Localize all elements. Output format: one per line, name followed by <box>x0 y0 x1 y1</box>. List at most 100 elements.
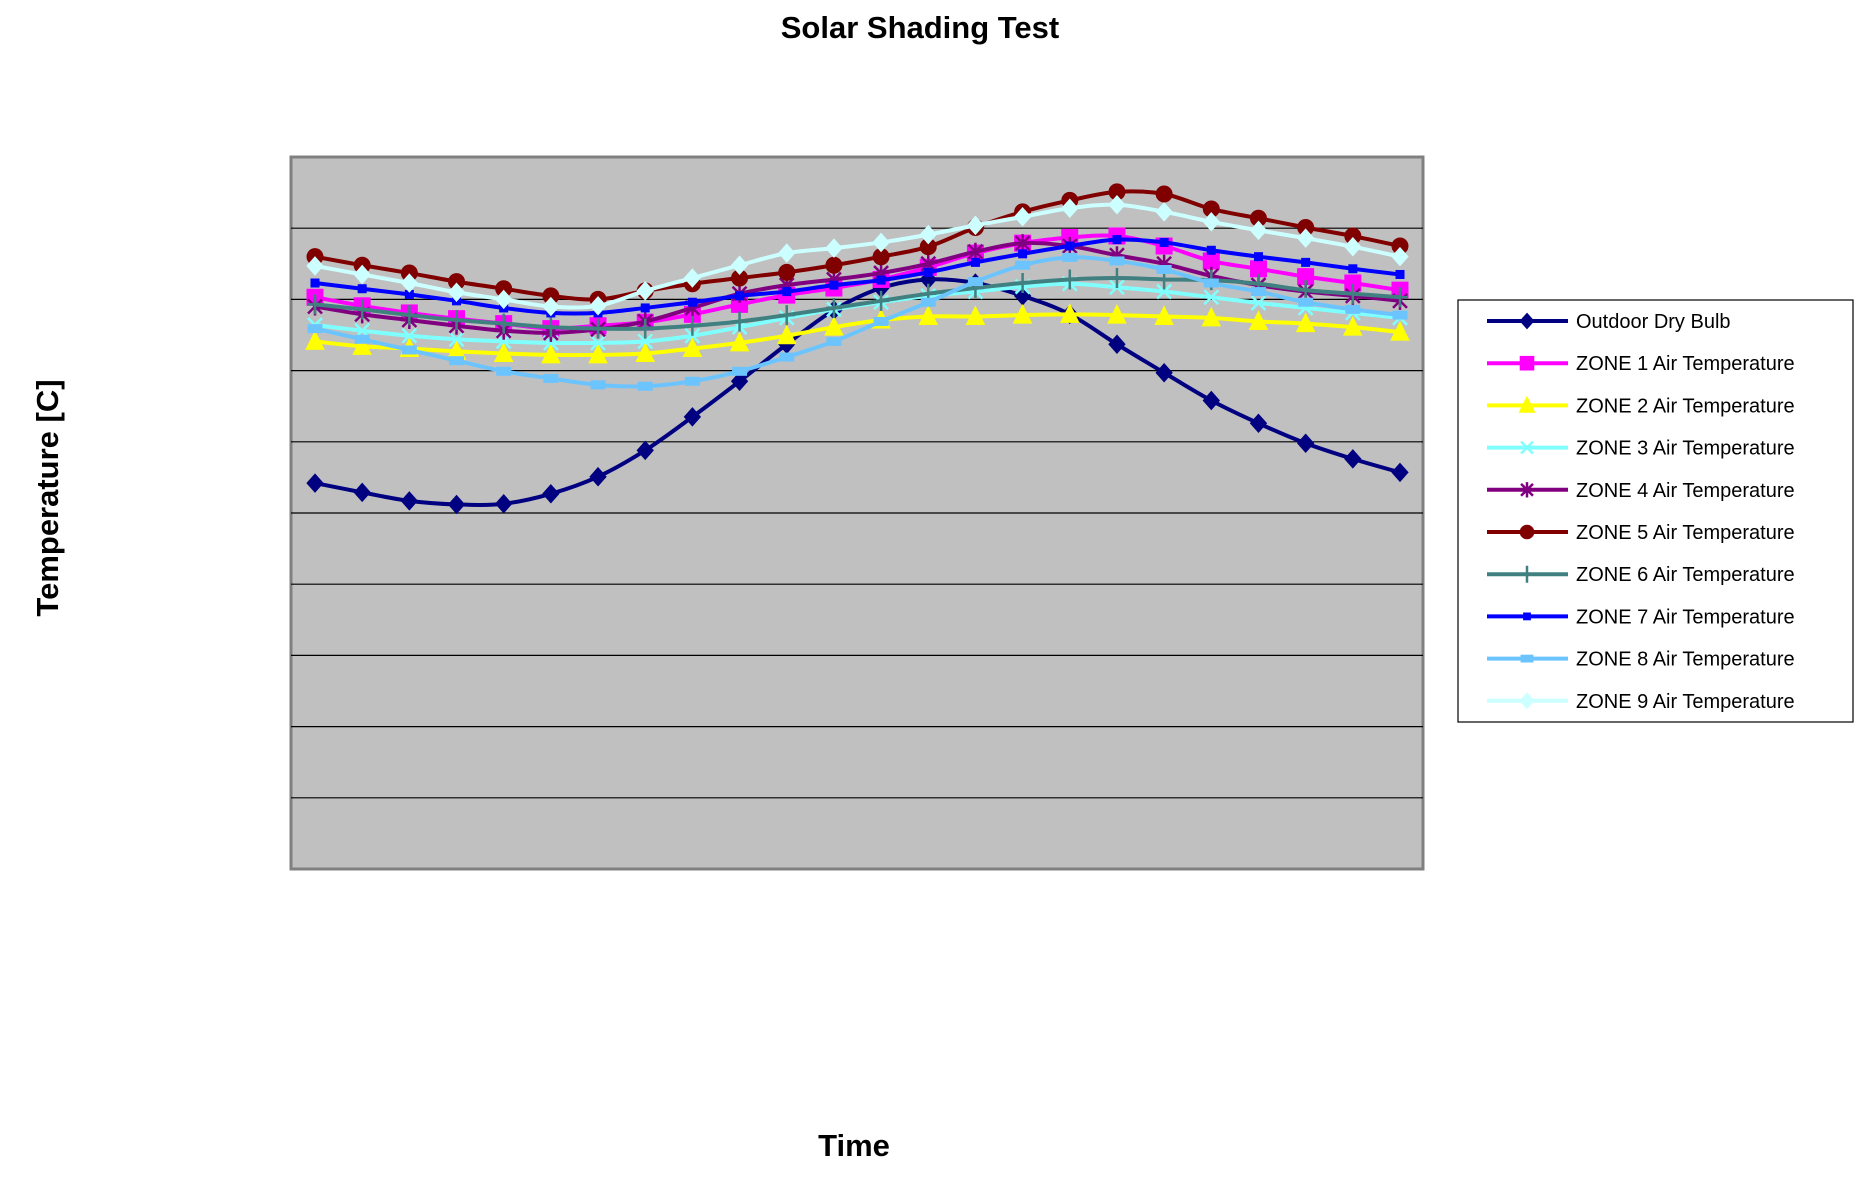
data-point <box>310 278 320 288</box>
data-point <box>1014 273 1031 294</box>
legend-label: ZONE 6 Air Temperature <box>1576 564 1795 586</box>
data-point <box>1156 283 1173 300</box>
data-point <box>307 324 323 334</box>
data-point <box>1391 462 1409 483</box>
data-point <box>1297 280 1314 301</box>
legend-item: ZONE 3 Air Temperature <box>1487 438 1795 460</box>
data-point <box>730 255 749 275</box>
data-point <box>448 310 465 331</box>
data-point <box>1250 287 1266 297</box>
legend-item: ZONE 6 Air Temperature <box>1487 564 1795 586</box>
data-point <box>687 297 697 307</box>
legend-label: Outdoor Dry Bulb <box>1576 311 1731 333</box>
data-point <box>1344 236 1362 257</box>
data-point <box>684 376 700 386</box>
data-point <box>876 275 886 285</box>
data-point <box>824 316 844 336</box>
data-point <box>829 280 839 290</box>
data-point <box>1295 312 1316 333</box>
data-point <box>1108 268 1125 289</box>
data-point <box>636 440 654 461</box>
data-point <box>1518 395 1536 413</box>
data-point <box>1348 264 1358 274</box>
data-point <box>1107 303 1127 324</box>
data-point <box>353 264 371 285</box>
data-point <box>1203 289 1220 306</box>
data-point <box>357 284 367 294</box>
data-point <box>731 311 748 332</box>
data-point <box>1154 305 1174 325</box>
legend-label: ZONE 4 Air Temperature <box>1576 480 1795 502</box>
data-point <box>448 331 465 348</box>
data-point <box>684 315 701 336</box>
data-point <box>1015 260 1031 270</box>
series-group <box>305 183 1410 515</box>
data-point <box>1112 235 1122 245</box>
data-point <box>306 473 324 493</box>
data-point <box>637 318 654 339</box>
data-point <box>449 356 465 366</box>
data-point <box>825 297 842 318</box>
data-point <box>873 316 889 326</box>
data-point <box>636 281 654 301</box>
data-point <box>1202 212 1220 232</box>
legend-item: ZONE 9 Air Temperature <box>1487 691 1795 713</box>
data-point <box>1248 310 1269 330</box>
data-point <box>735 291 745 301</box>
data-point <box>1253 252 1263 262</box>
data-point <box>1155 202 1173 222</box>
data-point <box>966 215 985 236</box>
data-point <box>353 482 371 503</box>
data-point <box>1249 413 1268 434</box>
gridlines <box>291 227 1423 799</box>
data-point <box>1345 304 1361 314</box>
series-8 <box>307 252 1408 391</box>
data-point <box>872 232 890 253</box>
data-point <box>447 494 466 515</box>
data-point <box>1202 252 1220 270</box>
data-point <box>1296 433 1315 453</box>
data-point <box>919 224 937 245</box>
x-axis-label: Time <box>818 1128 890 1163</box>
data-point <box>447 282 466 303</box>
data-point <box>1523 612 1531 621</box>
data-point <box>541 343 561 364</box>
data-point <box>1520 440 1534 455</box>
data-point <box>1201 306 1222 327</box>
legend-item: ZONE 2 Air Temperature <box>1487 395 1795 417</box>
data-point <box>732 366 748 376</box>
data-point <box>1395 269 1405 279</box>
legend-item: ZONE 7 Air Temperature <box>1487 606 1795 628</box>
data-point <box>967 277 983 287</box>
data-point <box>1109 256 1125 266</box>
data-point <box>970 257 980 267</box>
data-point <box>1249 220 1268 241</box>
data-point <box>1159 237 1169 247</box>
series-0 <box>306 269 1409 515</box>
data-point <box>495 493 513 514</box>
data-point <box>640 303 650 313</box>
data-point <box>589 296 607 316</box>
series-line <box>314 240 1401 335</box>
data-point <box>1520 654 1534 663</box>
data-point <box>778 263 796 281</box>
data-point <box>1296 228 1315 248</box>
data-point <box>307 294 323 315</box>
data-point <box>401 327 418 344</box>
data-point <box>1018 249 1028 259</box>
data-point <box>1520 565 1534 583</box>
data-point <box>778 305 795 326</box>
legend-label: ZONE 9 Air Temperature <box>1576 691 1795 713</box>
legend-item: ZONE 8 Air Temperature <box>1487 649 1795 671</box>
data-point <box>825 256 843 274</box>
data-point <box>1343 316 1363 336</box>
legend-label: ZONE 7 Air Temperature <box>1576 606 1795 628</box>
data-point <box>354 299 371 320</box>
data-point <box>965 305 986 325</box>
data-point <box>779 352 795 362</box>
data-point <box>1519 355 1535 371</box>
data-point <box>637 381 653 391</box>
data-point <box>1059 303 1080 323</box>
data-point <box>683 407 702 427</box>
data-point <box>637 333 654 350</box>
